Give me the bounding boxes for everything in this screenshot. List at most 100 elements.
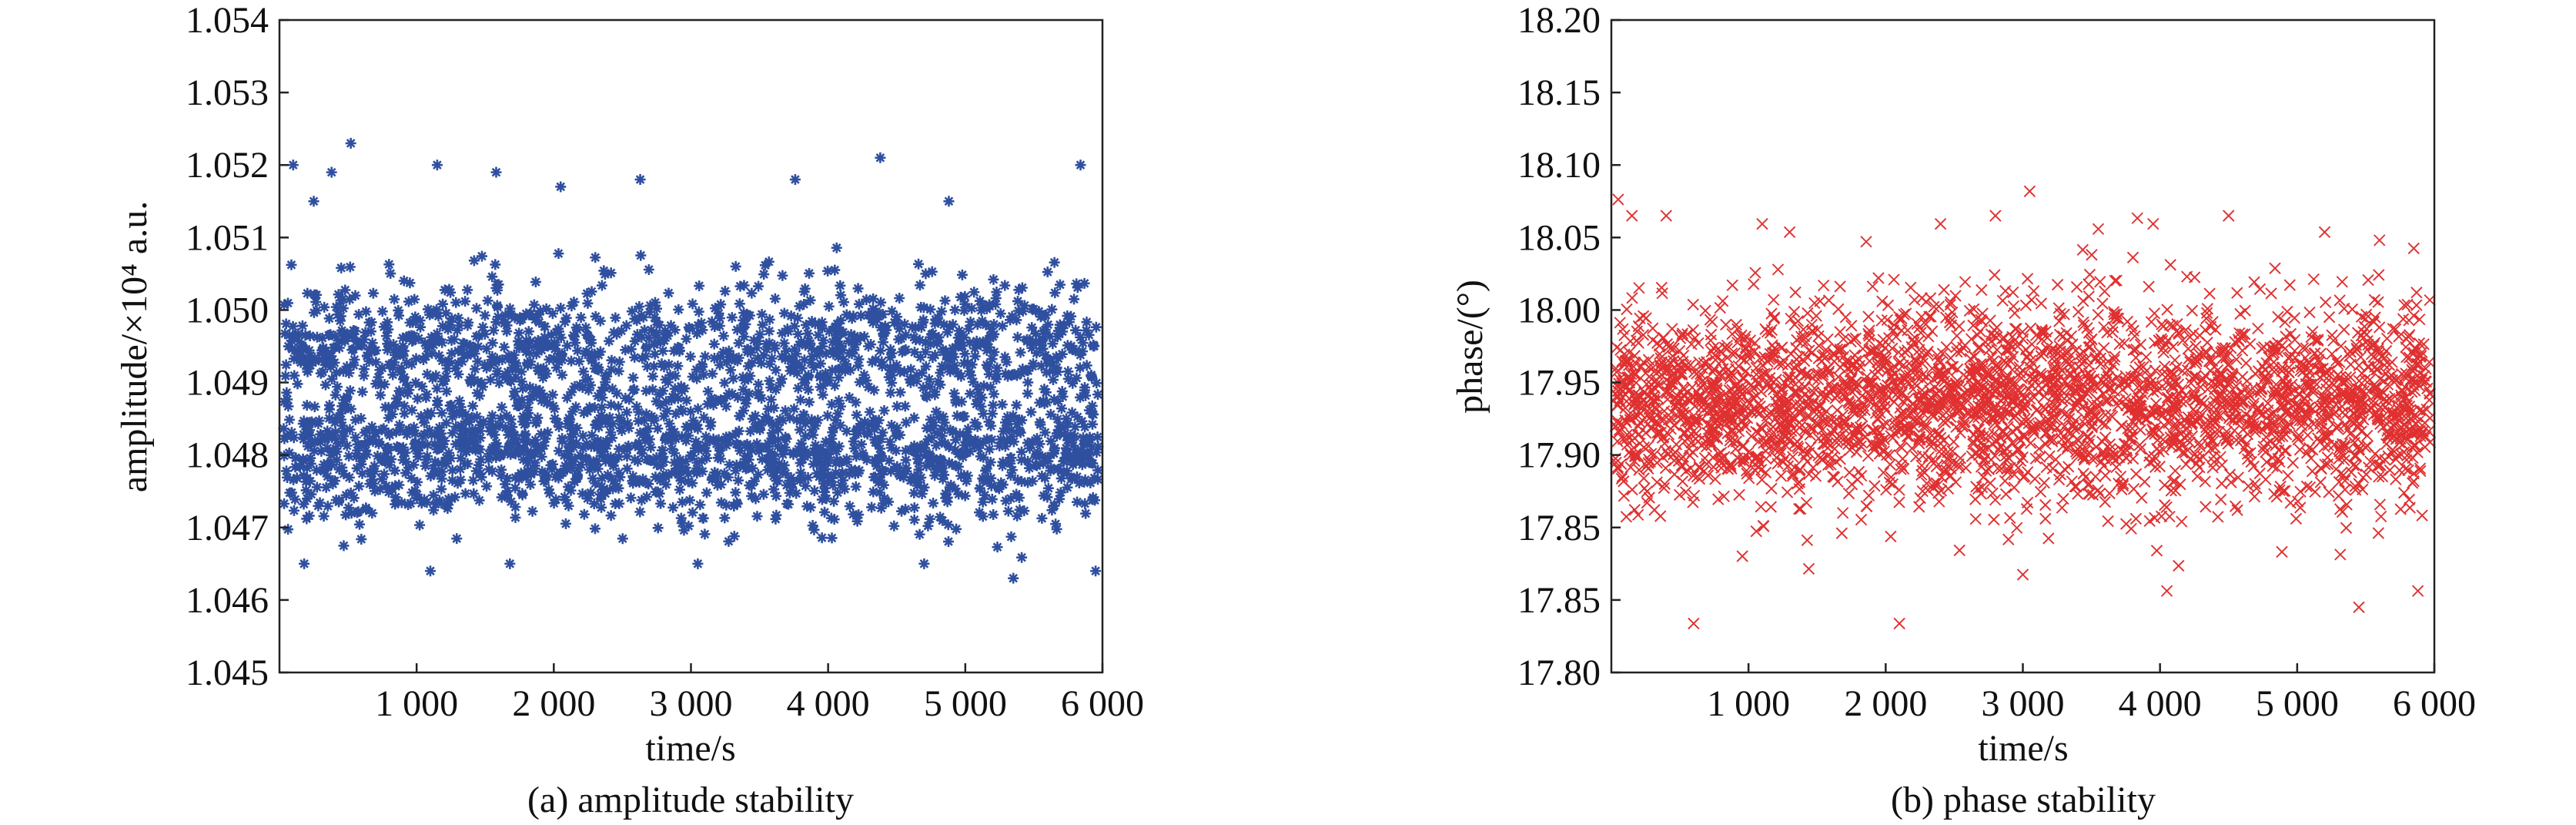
amplitude-data-point — [693, 306, 704, 317]
amplitude-data-point — [467, 475, 479, 486]
amplitude-data-point — [504, 558, 516, 569]
phase-data-point — [2419, 417, 2431, 429]
phase-data-point — [2163, 392, 2175, 404]
amplitude-data-point — [751, 342, 763, 354]
amplitude-data-point — [788, 448, 799, 460]
amplitude-data-point — [602, 452, 614, 464]
amplitude-data-point — [322, 471, 333, 482]
amplitude-data-point — [639, 324, 651, 336]
amplitude-data-point — [636, 331, 647, 343]
amplitude-data-point — [369, 460, 380, 471]
amplitude-data-point — [1006, 464, 1018, 476]
amplitude-data-point — [691, 328, 703, 340]
amplitude-data-point — [789, 320, 801, 332]
amplitude-data-point — [936, 462, 948, 474]
amplitude-data-point — [474, 425, 486, 437]
amplitude-data-point — [728, 531, 740, 542]
phase-data-point — [1733, 488, 1745, 501]
amplitude-data-point — [820, 367, 831, 379]
amplitude-data-point — [912, 453, 924, 464]
phase-data-point — [1633, 428, 1645, 441]
amplitude-data-point — [738, 405, 749, 417]
amplitude-data-point — [795, 415, 806, 427]
phase-data-point — [1905, 281, 1917, 293]
phase-data-point — [1896, 452, 1909, 465]
phase-data-point — [2040, 461, 2052, 474]
amplitude-data-point — [914, 280, 925, 291]
amplitude-data-point — [286, 427, 297, 438]
phase-data-point — [1953, 544, 1965, 557]
amplitude-data-point — [313, 415, 325, 427]
amplitude-data-point — [616, 416, 627, 428]
phase-data-point — [2002, 421, 2014, 433]
phase-data-point — [1793, 502, 1805, 515]
phase-data-point — [2368, 293, 2381, 306]
amplitude-data-point — [340, 509, 352, 521]
phase-data-point — [1827, 381, 1840, 394]
amplitude-data-point — [746, 287, 758, 299]
amplitude-data-point — [681, 421, 693, 433]
amplitude-data-point — [358, 370, 370, 381]
amplitude-data-point — [388, 339, 400, 350]
phase-data-point — [2190, 340, 2202, 353]
amplitude-data-point — [536, 344, 547, 356]
amplitude-data-point — [868, 471, 880, 483]
amplitude-data-point — [820, 348, 831, 360]
amplitude-data-point — [671, 465, 682, 477]
phase-data-point — [1688, 409, 1700, 422]
amplitude-data-point — [661, 405, 673, 417]
amplitude-data-point — [474, 432, 486, 444]
amplitude-data-point — [493, 377, 505, 389]
amplitude-data-point — [567, 330, 579, 341]
amplitude-data-point — [826, 364, 838, 376]
amplitude-data-point — [582, 406, 594, 418]
amplitude-data-point — [984, 299, 995, 310]
amplitude-data-point — [920, 268, 932, 280]
amplitude-data-point — [390, 426, 402, 438]
phase-data-point — [1749, 267, 1761, 279]
amplitude-data-point — [795, 438, 807, 449]
amplitude-data-point — [999, 417, 1011, 428]
amplitude-data-point — [638, 415, 650, 427]
amplitude-data-point — [965, 370, 977, 381]
amplitude-data-point — [768, 465, 779, 477]
phase-data-point — [1829, 392, 1842, 404]
phase-data-point — [1679, 486, 1692, 498]
amplitude-data-point — [744, 371, 756, 382]
amplitude-data-point — [595, 410, 607, 421]
amplitude-data-point — [805, 337, 816, 349]
amplitude-data-point — [963, 323, 975, 334]
amplitude-data-point — [680, 462, 691, 474]
amplitude-data-point — [613, 467, 624, 478]
amplitude-data-point — [341, 361, 353, 373]
amplitude-data-point — [1044, 330, 1055, 342]
amplitude-data-point — [890, 425, 902, 437]
phase-data-point — [2075, 353, 2088, 365]
amplitude-data-point — [566, 463, 577, 475]
phase-data-point — [2193, 329, 2206, 342]
amplitude-data-point — [417, 431, 429, 442]
amplitude-data-point — [1042, 482, 1054, 494]
amplitude-data-point — [433, 426, 444, 438]
amplitude-data-point — [459, 426, 470, 438]
phase-data-point — [2118, 337, 2131, 350]
phase-data-point — [2345, 466, 2357, 478]
amplitude-data-point — [798, 409, 809, 421]
phase-data-point — [2317, 429, 2330, 442]
amplitude-data-point — [583, 489, 594, 501]
amplitude-data-point — [1052, 325, 1064, 337]
amplitude-data-point — [873, 414, 885, 426]
amplitude-data-point — [931, 406, 942, 418]
amplitude-data-point — [523, 407, 534, 419]
phase-data-point — [2306, 465, 2319, 478]
amplitude-data-point — [726, 312, 738, 324]
amplitude-data-point — [577, 442, 589, 454]
amplitude-data-point — [791, 357, 802, 369]
amplitude-data-point — [747, 462, 758, 474]
amplitude-data-point — [808, 458, 819, 470]
amplitude-data-point — [788, 403, 800, 414]
phase-data-point — [1820, 430, 1833, 442]
phase-data-point — [2174, 478, 2186, 491]
amplitude-data-point — [413, 441, 425, 452]
amplitude-data-point — [990, 298, 1002, 310]
